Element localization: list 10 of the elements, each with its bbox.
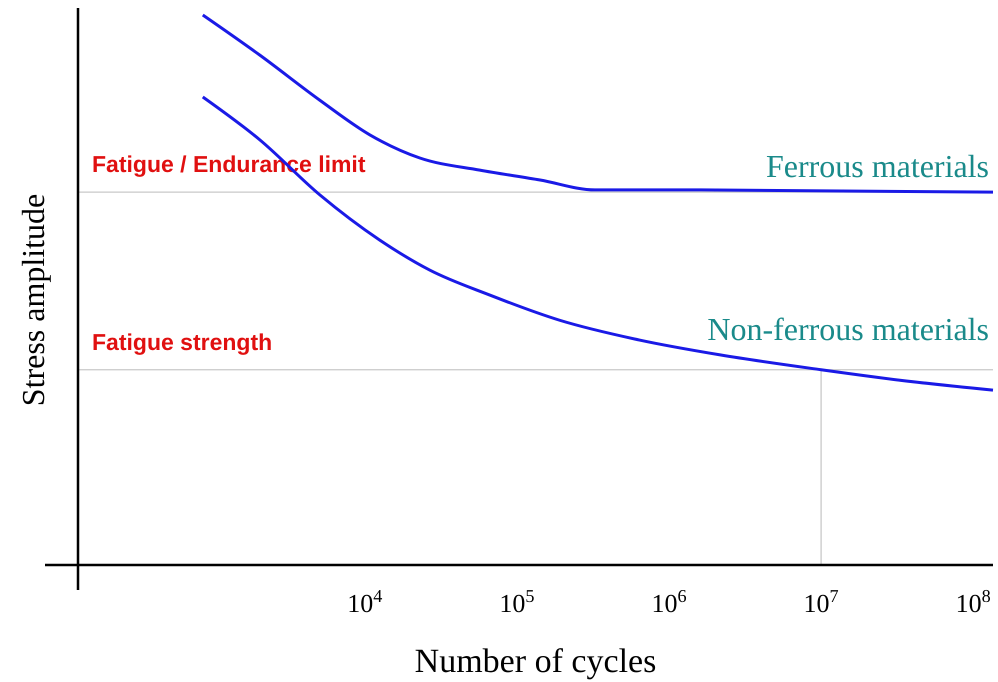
x-tick-label: 10$^{4}$ (347, 586, 382, 618)
x-tick-label: 10$^{5}$ (499, 586, 534, 618)
ref-line-label: Fatigue strength (92, 328, 272, 355)
x-tick-label: 10$^{6}$ (651, 586, 687, 618)
x-tick-label: 10$^{7}$ (804, 586, 839, 618)
series-label: Ferrous materials (766, 148, 989, 184)
series-label: Non-ferrous materials (707, 310, 989, 347)
y-axis-title: Stress amplitude (15, 194, 51, 406)
x-tick-label: 10$^{8}$ (956, 586, 991, 618)
x-axis-title: Number of cycles (414, 643, 656, 680)
